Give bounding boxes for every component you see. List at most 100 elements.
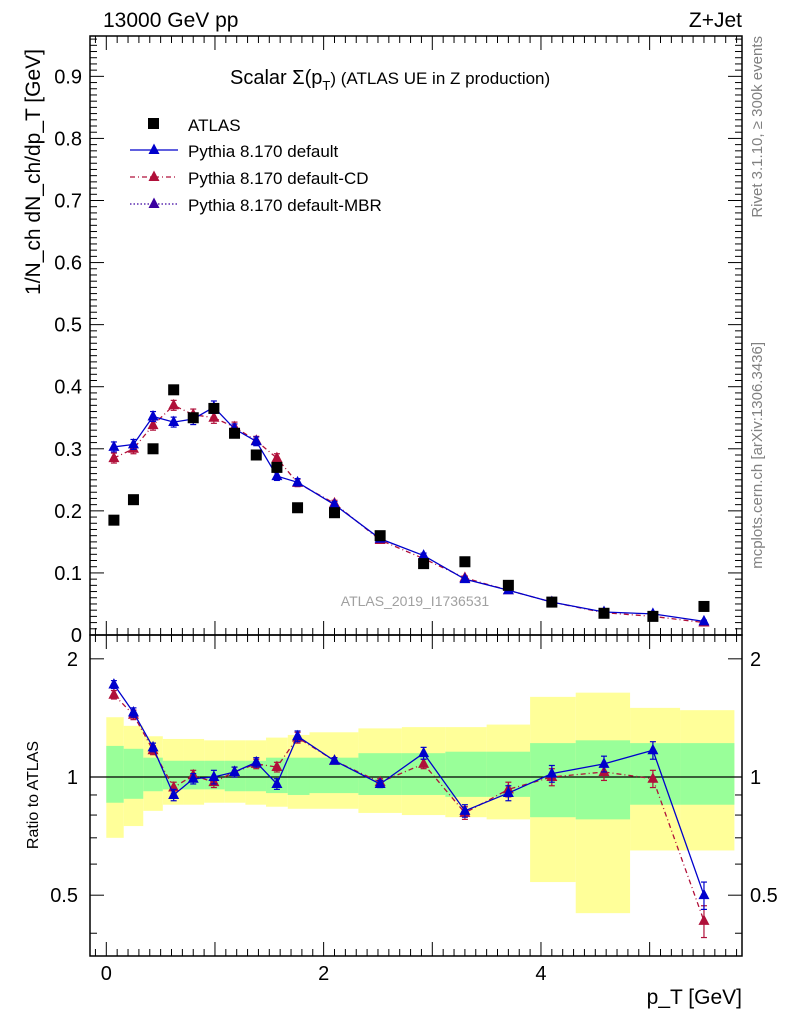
band-inner-bin: [680, 743, 735, 805]
y-tick-label-ratio-right: 1: [750, 767, 761, 789]
band-inner-bin: [358, 753, 402, 795]
marker-atlas-main: [329, 507, 340, 519]
marker-cd-ratio: [271, 760, 283, 772]
marker-default-main: [459, 572, 471, 584]
marker-default-ratio: [127, 706, 139, 717]
marker-default-ratio: [329, 754, 340, 765]
axes: 0 2 400.10.20.30.40.50.60.70.80.90.5 0.51 12…: [50, 35, 778, 985]
marker-default-ratio: [271, 777, 283, 788]
marker-default-main: [108, 440, 120, 451]
side-label-rivet: Rivet 3.1.10, ≥ 300k events: [749, 36, 766, 218]
plot-title-suffix: ) (ATLAS UE in Z production): [330, 69, 550, 88]
x-tick-label: 0: [101, 963, 112, 985]
marker-atlas-main: [108, 514, 120, 526]
marker-default-ratio: [418, 746, 430, 758]
header-right: Z+Jet: [689, 9, 742, 32]
band-inner-bin: [106, 745, 124, 803]
legend-label-data: ATLAS: [188, 116, 241, 135]
plot-title-sub: T: [322, 78, 330, 93]
marker-atlas-main: [546, 596, 558, 608]
legend-label-default: Pythia 8.170 default: [188, 142, 339, 161]
y-tick-label-ratio-right: 2: [750, 649, 761, 671]
legend: ATLAS Pythia 8.170 default Pythia 8.170 de…: [130, 116, 382, 215]
marker-atlas-main: [598, 607, 610, 619]
marker-atlas-main: [418, 558, 430, 570]
y-tick-label-ratio: 2: [67, 649, 78, 671]
legend-marker-default: [148, 143, 160, 154]
marker-cd-main: [271, 451, 283, 463]
marker-atlas-main: [250, 449, 262, 461]
marker-default-ratio: [647, 743, 659, 755]
marker-default-ratio: [250, 755, 262, 767]
marker-atlas-main: [208, 402, 220, 414]
x-axis-label: p_T [GeV]: [647, 986, 742, 1009]
marker-default-ratio: [374, 777, 386, 788]
y-tick-label-main: 0.3: [54, 439, 82, 461]
legend-marker-mbr: [148, 197, 160, 208]
x-tick-label: 4: [535, 963, 546, 985]
marker-default-ratio: [108, 678, 120, 689]
marker-cd-main: [108, 451, 120, 463]
marker-atlas-main: [292, 502, 304, 514]
band-inner-bin: [143, 757, 163, 792]
legend-label-mbr: Pythia 8.170 default-MBR: [188, 196, 382, 215]
band-inner-bin: [245, 760, 267, 792]
plot-title: Scalar Σ(pT) (ATLAS UE in Z production): [230, 67, 550, 93]
marker-default-ratio: [187, 772, 199, 783]
legend-entry-mbr: Pythia 8.170 default-MBR: [130, 196, 382, 215]
marker-atlas-main: [168, 384, 180, 396]
marker-default-ratio: [147, 740, 159, 752]
watermark: ATLAS_2019_I1736531: [341, 593, 490, 609]
marker-atlas-main: [502, 579, 514, 591]
y-tick-label-main: 0.7: [54, 190, 82, 212]
marker-default-main: [698, 614, 710, 626]
marker-default-ratio: [546, 767, 558, 778]
y-tick-label-main: 0.1: [54, 563, 82, 585]
y-tick-label-main: 0.8: [54, 128, 82, 150]
marker-atlas-main: [127, 494, 139, 506]
marker-default-ratio: [698, 888, 710, 900]
marker-default-main: [168, 415, 180, 427]
marker-atlas-main: [229, 427, 241, 439]
side-label-mcplots: mcplots.cern.ch [arXiv:1306.3436]: [749, 342, 766, 569]
y-axis-label-main: 1/N_ch dN_ch/dp_T [GeV]: [22, 49, 45, 295]
legend-marker-data: [148, 118, 159, 129]
plot-title-prefix: Scalar Σ(p: [230, 67, 322, 89]
marker-default-main: [147, 410, 159, 421]
x-tick-label: 2: [318, 963, 329, 985]
marker-atlas-main: [459, 556, 471, 568]
marker-atlas-main: [698, 600, 710, 612]
marker-default-ratio: [168, 788, 180, 799]
marker-atlas-main: [647, 610, 659, 622]
y-tick-label-main: 0.5: [54, 315, 82, 337]
marker-default-main: [271, 469, 283, 481]
y-tick-label-ratio-right: 0.5: [750, 885, 778, 907]
ratio-bands: [106, 692, 735, 914]
marker-default-main: [329, 498, 340, 509]
marker-cd-main: [147, 418, 159, 430]
marker-default-ratio: [208, 770, 220, 781]
y-tick-label-main: 0.4: [54, 377, 82, 399]
marker-cd-main: [208, 411, 220, 422]
marker-default-ratio: [459, 804, 471, 815]
legend-entry-default: Pythia 8.170 default: [130, 142, 339, 161]
marker-cd-ratio: [418, 757, 430, 768]
marker-default-main: [418, 549, 430, 560]
legend-label-cd: Pythia 8.170 default-CD: [188, 169, 369, 188]
band-inner-bin: [123, 748, 144, 799]
band-inner-bin: [287, 757, 310, 795]
marker-atlas-main: [271, 461, 283, 473]
marker-atlas-main: [374, 530, 386, 542]
marker-cd-ratio: [698, 914, 710, 925]
marker-default-main: [292, 475, 304, 487]
marker-atlas-main: [187, 412, 199, 424]
y-tick-label-ratio: 0.5: [50, 885, 78, 907]
y-tick-label-main: 0.6: [54, 253, 82, 275]
header-left: 13000 GeV pp: [103, 9, 238, 32]
marker-cd-ratio: [108, 688, 120, 699]
y-tick-label-ratio: 1: [67, 767, 78, 789]
marker-default-main: [127, 437, 139, 449]
y-tick-label-main: 0.2: [54, 501, 82, 523]
